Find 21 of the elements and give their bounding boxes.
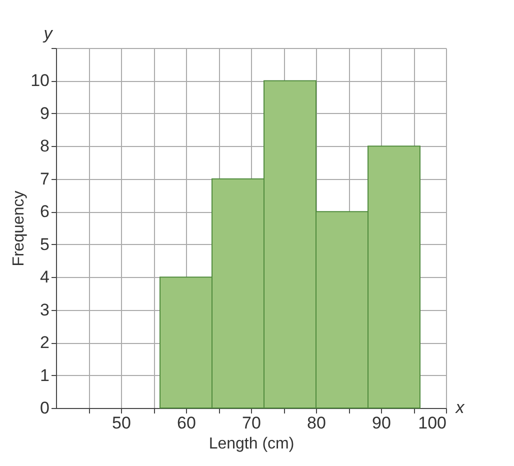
x-tick-label: 100	[418, 414, 446, 432]
x-axis-title: Length (cm)	[208, 436, 294, 452]
x-tick-label: 70	[242, 414, 261, 432]
x-tick-label: 50	[112, 414, 131, 432]
y-tick-label: 3	[40, 300, 50, 320]
y-tick-label: 0	[40, 398, 50, 418]
y-tick-label: 4	[40, 268, 50, 287]
text: y	[42, 24, 54, 43]
y-tick-label: 8	[40, 136, 50, 156]
y-axis-title: Frequency	[10, 190, 28, 266]
x-tick-label: 80	[307, 414, 326, 432]
y-tick-label: 5	[40, 234, 50, 254]
y-tick-label: 9	[40, 104, 50, 123]
x-tick-label: 90	[372, 414, 391, 432]
y-tick-label: 10	[30, 71, 50, 90]
y-tick-label: 1	[40, 366, 50, 385]
y-tick-label: 7	[40, 169, 50, 188]
y-tick-label: 6	[40, 202, 50, 222]
text: x	[454, 398, 465, 417]
x-tick-label: 60	[177, 414, 196, 432]
y-tick-label: 2	[40, 333, 50, 352]
